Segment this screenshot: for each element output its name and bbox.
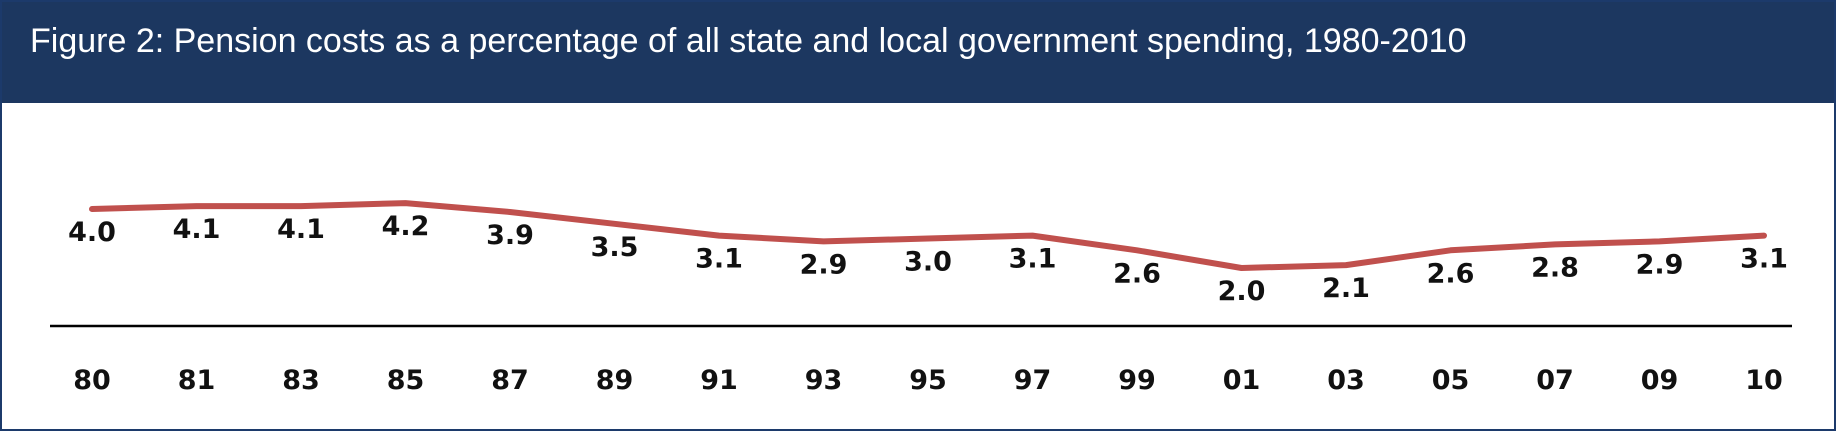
title-bar: Figure 2: Pension costs as a percentage …: [2, 2, 1834, 103]
data-label: 3.0: [904, 247, 952, 278]
data-label: 3.5: [591, 232, 639, 263]
x-tick-labels: 80 81 83 85 87 89 91 93 95 97 99 01 03 05 07 09 10: [73, 365, 1783, 396]
data-label: 3.1: [1740, 244, 1788, 275]
x-tick-label: 80: [73, 365, 111, 396]
data-label: 2.6: [1113, 258, 1161, 289]
x-tick-label: 83: [282, 365, 320, 396]
data-label: 4.0: [68, 217, 116, 248]
data-label: 3.1: [1009, 244, 1057, 275]
data-label: 2.0: [1218, 276, 1266, 307]
data-label: 2.8: [1531, 252, 1579, 283]
data-labels: 4.0 4.1 4.1 4.2 3.9 3.5 3.1 2.9 3.0 3.1 2.6 2.0 2.1 2…: [68, 211, 1788, 307]
x-tick-label: 91: [700, 365, 738, 396]
x-tick-label: 07: [1536, 365, 1574, 396]
data-label: 2.6: [1427, 258, 1475, 289]
x-tick-label: 93: [805, 365, 843, 396]
data-label: 4.1: [277, 214, 325, 245]
x-tick-label: 10: [1745, 365, 1783, 396]
figure-title: Figure 2: Pension costs as a percentage …: [30, 22, 1467, 60]
series-line: [89, 200, 1767, 271]
x-tick-label: 95: [909, 365, 947, 396]
x-tick-label: 05: [1432, 365, 1470, 396]
x-tick-label: 09: [1641, 365, 1679, 396]
x-tick-label: 81: [178, 365, 216, 396]
x-tick-label: 97: [1014, 365, 1052, 396]
data-label: 3.9: [486, 220, 534, 251]
x-tick-label: 87: [491, 365, 529, 396]
series-line-layer: [89, 200, 1767, 271]
data-label: 4.1: [173, 214, 221, 245]
data-label: 4.2: [382, 211, 430, 242]
x-tick-label: 89: [596, 365, 634, 396]
x-tick-label: 85: [387, 365, 425, 396]
data-label: 3.1: [695, 244, 743, 275]
data-label: 2.1: [1322, 273, 1370, 304]
data-label: 2.9: [800, 249, 848, 280]
x-tick-label: 99: [1118, 365, 1156, 396]
x-tick-label: 03: [1327, 365, 1365, 396]
x-tick-label: 01: [1223, 365, 1261, 396]
data-label: 2.9: [1636, 249, 1684, 280]
line-chart: 4.0 4.1 4.1 4.2 3.9 3.5 3.1 2.9 3.0 3.1 2.6 2.0 2.1 2…: [50, 200, 1792, 396]
